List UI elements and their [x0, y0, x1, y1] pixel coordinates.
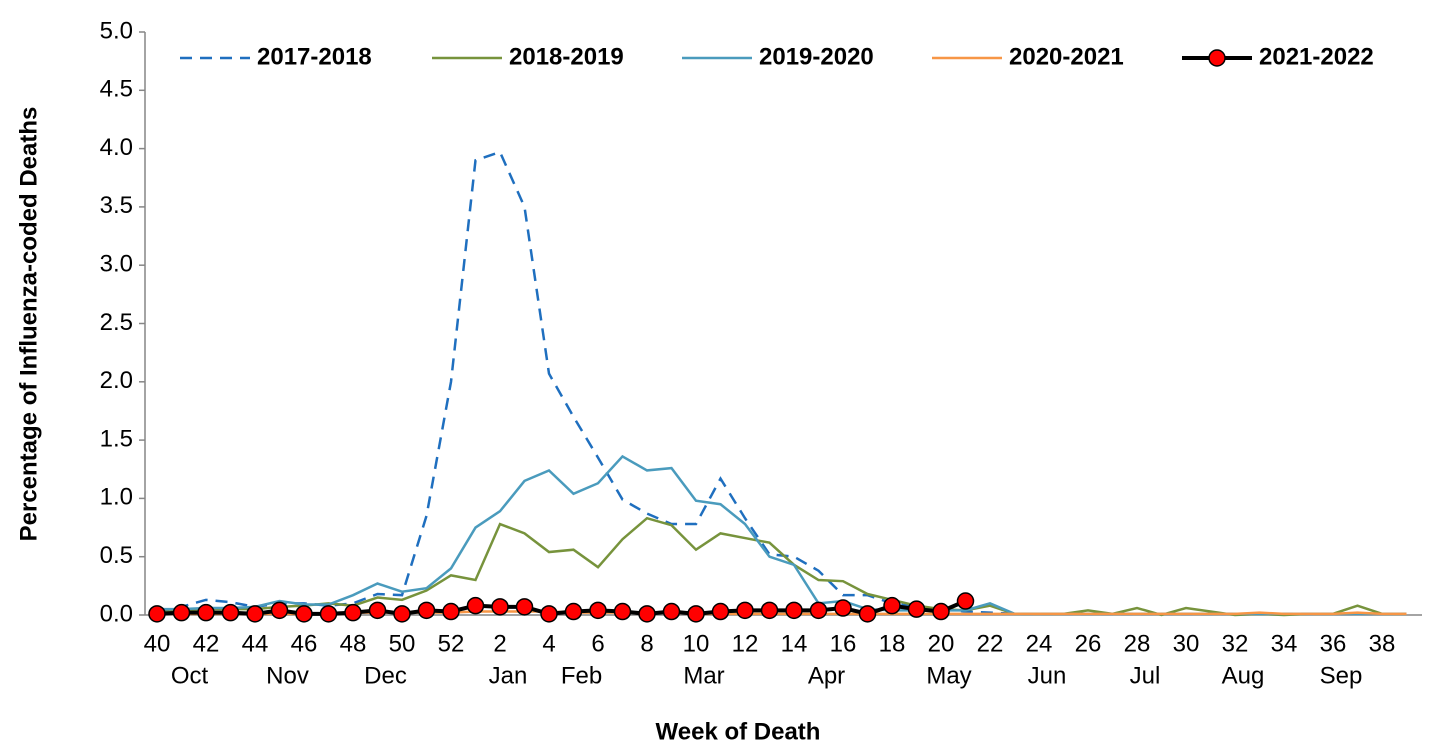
legend-label: 2020-2021: [1009, 43, 1124, 70]
series-marker: [834, 599, 852, 617]
x-tick-label: 14: [781, 630, 808, 657]
x-tick-label: 44: [242, 630, 269, 657]
y-axis-title: Percentage of Influenza-coded Deaths: [15, 107, 42, 542]
series-marker: [760, 601, 779, 620]
series-marker: [319, 605, 338, 623]
series-marker: [589, 601, 607, 620]
series-marker: [638, 605, 656, 623]
legend-label: 2021-2022: [1259, 43, 1374, 70]
x-tick-label: 18: [879, 630, 906, 657]
x-tick-label: 34: [1271, 630, 1298, 657]
y-tick-label: 3.5: [100, 192, 133, 219]
legend-label: 2017-2018: [257, 43, 372, 70]
series-marker: [785, 601, 803, 620]
series-marker: [932, 602, 950, 621]
x-tick-label: 6: [591, 630, 604, 657]
month-label: Jul: [1130, 662, 1161, 689]
y-tick-label: 0.5: [100, 542, 133, 569]
series-marker: [466, 596, 485, 615]
x-tick-label: 12: [732, 630, 759, 657]
month-label: Nov: [266, 662, 309, 689]
x-tick-label: 32: [1222, 630, 1249, 657]
series-marker: [956, 592, 975, 610]
series-marker: [736, 601, 754, 620]
legend-marker: [1208, 49, 1226, 67]
series-marker: [564, 602, 583, 621]
month-label: Mar: [683, 662, 724, 689]
x-tick-label: 20: [928, 630, 955, 657]
x-tick-label: 10: [683, 630, 710, 657]
x-tick-label: 50: [389, 630, 416, 657]
series-marker: [393, 605, 411, 623]
y-tick-label: 5.0: [100, 17, 133, 44]
x-tick-label: 26: [1075, 630, 1102, 657]
y-tick-label: 2.5: [100, 309, 133, 336]
x-tick-label: 48: [340, 630, 367, 657]
series-line: [157, 454, 1407, 616]
series-marker: [907, 600, 926, 618]
month-label: Sep: [1320, 662, 1363, 689]
series-marker: [417, 601, 436, 620]
month-label: Jan: [489, 662, 528, 689]
x-tick-label: 2: [493, 630, 506, 657]
x-tick-label: 8: [640, 630, 653, 657]
x-tick-label: 22: [977, 630, 1004, 657]
series-marker: [344, 603, 362, 622]
series-marker: [172, 603, 191, 622]
y-tick-label: 1.5: [100, 425, 133, 452]
y-tick-label: 4.5: [100, 76, 133, 103]
x-tick-label: 46: [291, 630, 318, 657]
series-line: [156, 599, 967, 616]
y-tick-label: 2.0: [100, 367, 133, 394]
x-tick-label: 30: [1173, 630, 1200, 657]
x-tick-label: 4: [542, 630, 555, 657]
series-marker: [368, 601, 387, 620]
legend-label: 2018-2019: [509, 43, 624, 70]
x-axis-title: Week of Death: [656, 718, 821, 745]
legend-label: 2019-2020: [759, 43, 874, 70]
x-tick-label: 16: [830, 630, 857, 657]
month-label: Oct: [171, 662, 209, 689]
month-label: Apr: [808, 662, 845, 689]
y-tick-label: 3.0: [100, 251, 133, 278]
series-marker: [662, 602, 681, 621]
series-marker: [197, 603, 215, 622]
series-line: [156, 150, 1407, 616]
series-marker: [858, 605, 877, 623]
series-marker: [809, 601, 828, 620]
x-tick-label: 28: [1124, 630, 1151, 657]
series-marker: [148, 605, 166, 623]
series-marker: [295, 605, 313, 623]
x-tick-label: 42: [193, 630, 220, 657]
month-label: May: [926, 662, 971, 689]
series-marker: [540, 605, 558, 623]
series-marker: [687, 605, 705, 623]
x-tick-label: 38: [1369, 630, 1396, 657]
month-label: Feb: [561, 662, 602, 689]
series-marker: [246, 605, 264, 623]
month-label: Dec: [364, 662, 407, 689]
series-marker: [442, 602, 460, 621]
series-marker: [883, 596, 901, 615]
x-tick-label: 52: [438, 630, 465, 657]
x-tick-label: 36: [1320, 630, 1347, 657]
series-marker: [270, 601, 289, 620]
y-tick-label: 4.0: [100, 134, 133, 161]
month-label: Aug: [1222, 662, 1265, 689]
series-marker: [613, 602, 632, 621]
series-marker: [515, 598, 534, 616]
x-tick-label: 40: [144, 630, 171, 657]
series-marker: [711, 602, 730, 621]
series-line: [156, 516, 1407, 617]
series-marker: [221, 603, 240, 622]
month-label: Jun: [1028, 662, 1067, 689]
y-tick-label: 0.0: [100, 600, 133, 627]
y-tick-label: 1.0: [100, 484, 133, 511]
x-tick-label: 24: [1026, 630, 1053, 657]
series-marker: [491, 598, 509, 616]
